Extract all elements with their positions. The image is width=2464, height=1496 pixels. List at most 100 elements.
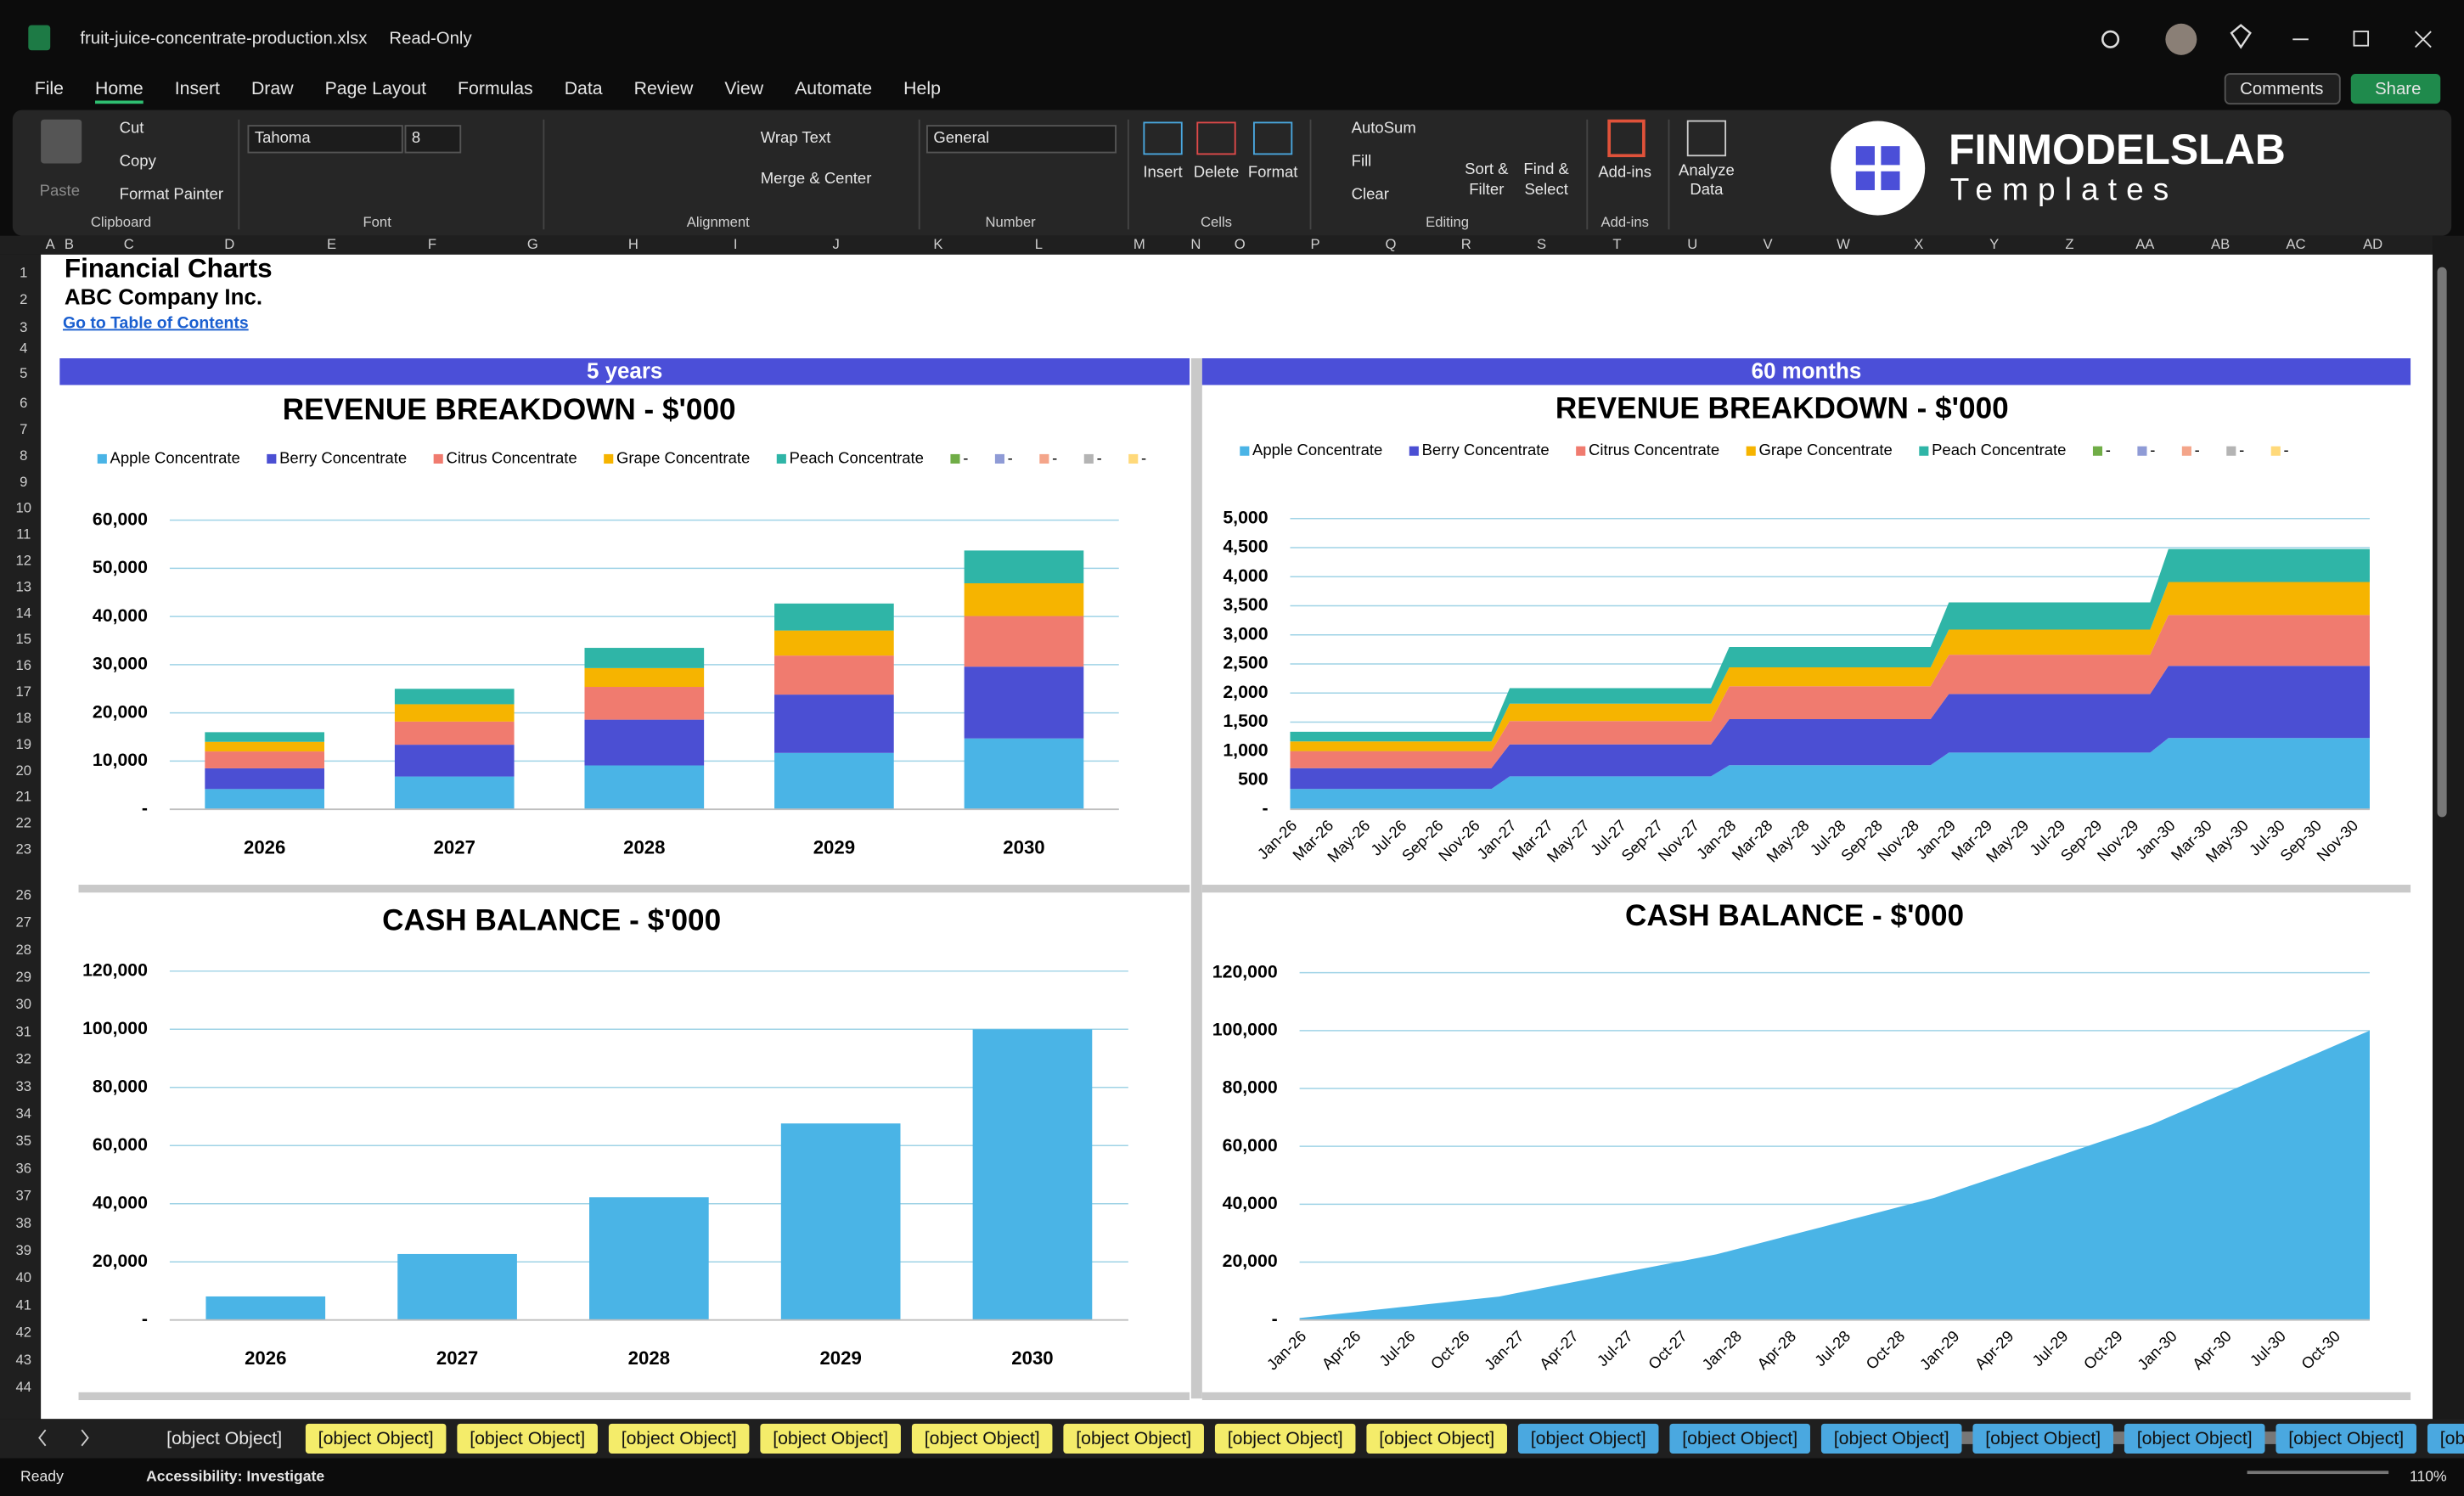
sheet-tab[interactable]: [object Object] xyxy=(622,1428,737,1448)
ribbon-button[interactable]: Wrap Text xyxy=(761,128,831,146)
size-box[interactable] xyxy=(404,125,462,154)
toc-link[interactable]: Go to Table of Contents xyxy=(63,313,249,332)
sheet-tab[interactable]: [object Object] xyxy=(470,1428,585,1448)
column-letter: H xyxy=(628,236,639,252)
ribbon-button[interactable]: Add-ins xyxy=(1598,163,1651,181)
insert-icon[interactable] xyxy=(1143,121,1183,155)
comments-label[interactable]: Comments xyxy=(2240,80,2323,98)
sheet-tab-bg[interactable] xyxy=(608,1423,750,1454)
sheet-tab[interactable]: [object Object] xyxy=(318,1428,434,1448)
menu-item[interactable]: Review xyxy=(634,78,694,98)
search-icon[interactable] xyxy=(2101,30,2120,48)
close[interactable] xyxy=(2414,31,2432,48)
ribbon-button[interactable]: Paste xyxy=(40,182,80,200)
bar xyxy=(774,695,894,753)
format-icon[interactable] xyxy=(1252,121,1293,155)
sheet-tab[interactable]: [object Object] xyxy=(2440,1428,2464,1448)
ribbon-button[interactable]: Cut xyxy=(120,119,144,137)
column-letter: O xyxy=(1235,236,1246,252)
sheet-tab-bg[interactable] xyxy=(305,1423,447,1454)
sheet-tab[interactable]: [object Object] xyxy=(2288,1428,2404,1448)
sheet-tab-bg[interactable] xyxy=(760,1423,901,1454)
sheet-tab-bg[interactable] xyxy=(1366,1423,1507,1454)
ribbon-button[interactable]: Delete xyxy=(1194,163,1239,181)
avatar[interactable] xyxy=(2165,23,2197,55)
ribbon-button[interactable]: Clear xyxy=(1352,184,1389,202)
bar xyxy=(964,550,1084,583)
tab-nav[interactable] xyxy=(38,1429,89,1447)
sheet-tab[interactable]: [object Object] xyxy=(1228,1428,1343,1448)
sheet-tab-bg[interactable] xyxy=(2427,1423,2464,1454)
ribbon-button[interactable]: Format xyxy=(1248,163,1298,181)
ribbon-button[interactable]: Analyze xyxy=(1679,161,1735,179)
menu-item[interactable]: Formulas xyxy=(458,78,533,98)
ribbon-button[interactable]: Filter xyxy=(1469,180,1504,198)
format-box[interactable] xyxy=(926,125,1117,154)
sheet-tab-bg[interactable] xyxy=(1214,1423,1356,1454)
sheet-tab[interactable]: [object Object] xyxy=(1531,1428,1646,1448)
menu-item[interactable]: Home xyxy=(95,78,143,98)
scroll-thumb[interactable] xyxy=(2437,267,2447,818)
sheet-tab-bg[interactable] xyxy=(457,1423,598,1454)
ribbon-button[interactable]: Merge & Center xyxy=(761,169,872,187)
ribbon-button[interactable]: Data xyxy=(1690,180,1724,198)
group-label: Add-ins xyxy=(1600,214,1648,230)
sheet-tab[interactable]: [object Object] xyxy=(925,1428,1040,1448)
menu-item[interactable]: File xyxy=(35,78,64,98)
row-number: 42 xyxy=(16,1324,32,1341)
paste-icon[interactable] xyxy=(41,119,82,164)
sheet-tab-bg[interactable] xyxy=(1669,1423,1810,1454)
vertical-scrollbar[interactable] xyxy=(2432,235,2464,1420)
sheet-tab[interactable]: [object Object] xyxy=(166,1428,282,1448)
delete-icon[interactable] xyxy=(1196,121,1236,155)
bar xyxy=(780,1123,901,1320)
sheet-tab[interactable]: [object Object] xyxy=(1379,1428,1494,1448)
sheet-tab-bg[interactable] xyxy=(1972,1423,2113,1454)
sheet-tab[interactable]: [object Object] xyxy=(1682,1428,1797,1448)
ribbon-button[interactable]: Fill xyxy=(1352,152,1372,170)
bar xyxy=(394,745,515,777)
menu-item[interactable]: Draw xyxy=(251,78,294,98)
ribbon-button[interactable]: General xyxy=(933,128,989,146)
ribbon-button[interactable]: Format Painter xyxy=(120,184,223,202)
menu-item[interactable]: Automate xyxy=(795,78,872,98)
share-label[interactable]: Share xyxy=(2375,80,2421,98)
ribbon-button[interactable]: AutoSum xyxy=(1352,119,1416,137)
menu-item[interactable]: Insert xyxy=(175,78,220,98)
sheet-tab-bg[interactable] xyxy=(1820,1423,1962,1454)
ribbon-button[interactable]: Insert xyxy=(1143,163,1182,181)
sheet-tab-bg[interactable] xyxy=(2276,1423,2416,1454)
accessibility-status[interactable]: Accessibility: Investigate xyxy=(146,1467,324,1484)
menu-item[interactable]: Help xyxy=(903,78,941,98)
analyze-icon[interactable] xyxy=(1686,120,1727,157)
ribbon-button[interactable]: 8 xyxy=(412,128,420,146)
menu-item[interactable]: View xyxy=(724,78,763,98)
menu-item[interactable]: Data xyxy=(565,78,603,98)
area xyxy=(1290,548,2370,742)
sheet-tab-bg[interactable] xyxy=(2124,1423,2265,1454)
ribbon-button[interactable]: Select xyxy=(1524,180,1567,198)
addins-icon[interactable] xyxy=(1607,119,1645,158)
sheet-tab[interactable]: [object Object] xyxy=(2137,1428,2253,1448)
ribbon-button[interactable]: Find & xyxy=(1523,160,1569,177)
premium-icon[interactable] xyxy=(2230,24,2252,49)
share-button[interactable] xyxy=(2350,74,2441,104)
restore[interactable] xyxy=(2353,31,2370,47)
ribbon-button[interactable]: Sort & xyxy=(1465,160,1509,177)
sheet-tab-bg[interactable] xyxy=(1063,1423,1204,1454)
zoom-slider[interactable] xyxy=(2247,1471,2389,1475)
sheet-tab[interactable]: [object Object] xyxy=(1076,1428,1191,1448)
sheet-tab[interactable]: [object Object] xyxy=(773,1428,888,1448)
zoom-level[interactable]: 110% xyxy=(2410,1467,2447,1484)
legend-swatch xyxy=(950,453,960,464)
menu-item[interactable]: Page Layout xyxy=(325,78,427,98)
sheet-tab-bg[interactable] xyxy=(1517,1423,1659,1454)
font-box[interactable] xyxy=(247,125,403,154)
ribbon-button[interactable]: Tahoma xyxy=(255,128,312,146)
comments-button[interactable] xyxy=(2224,73,2341,105)
sheet-tab[interactable]: [object Object] xyxy=(1985,1428,2101,1448)
ribbon-button[interactable]: Copy xyxy=(120,152,157,170)
column-letter: Z xyxy=(2065,236,2073,252)
sheet-tab[interactable]: [object Object] xyxy=(1834,1428,1949,1448)
sheet-tab-bg[interactable] xyxy=(911,1423,1053,1454)
